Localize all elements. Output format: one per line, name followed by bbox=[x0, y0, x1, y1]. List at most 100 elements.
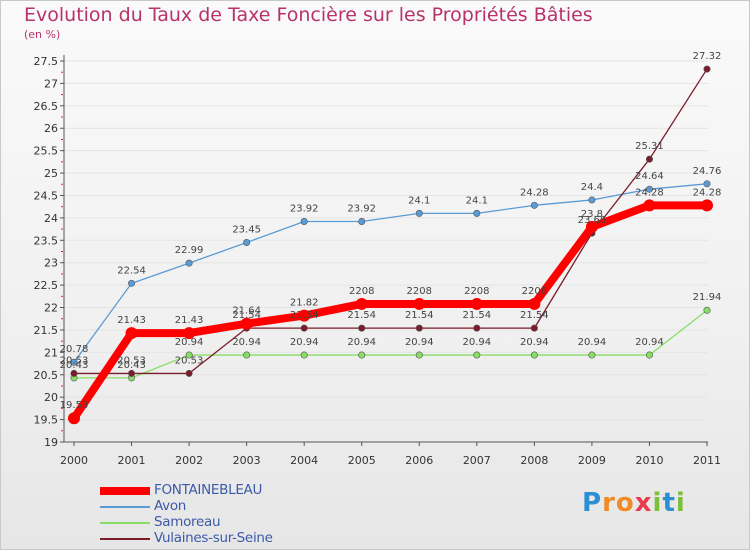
data-point-vulaines-sur-seine bbox=[530, 324, 538, 332]
data-label-samoreau: 20.94 bbox=[462, 337, 491, 348]
data-label-samoreau: 20.43 bbox=[117, 360, 146, 371]
data-point-samoreau bbox=[530, 351, 538, 359]
data-label-vulaines-sur-seine: 21.54 bbox=[520, 310, 549, 321]
y-tick-label: 19 bbox=[44, 436, 58, 449]
data-label-samoreau: 20.94 bbox=[290, 337, 319, 348]
data-label-samoreau: 20.94 bbox=[175, 337, 204, 348]
data-point-avon bbox=[473, 209, 481, 217]
x-tick-label: 2003 bbox=[233, 454, 261, 467]
data-point-avon bbox=[703, 180, 711, 188]
data-point-fontainebleau bbox=[298, 309, 311, 322]
data-label-samoreau: 20.94 bbox=[232, 337, 261, 348]
data-point-fontainebleau bbox=[240, 317, 253, 330]
data-point-fontainebleau bbox=[701, 199, 713, 212]
data-point-avon bbox=[358, 217, 366, 225]
series-line-avon bbox=[73, 183, 708, 363]
data-point-fontainebleau bbox=[643, 199, 656, 212]
data-point-fontainebleau bbox=[125, 327, 138, 340]
data-point-avon bbox=[128, 279, 136, 287]
data-label-vulaines-sur-seine: 21.54 bbox=[290, 310, 319, 321]
data-label-fontainebleau: 24.28 bbox=[635, 187, 664, 198]
data-label-vulaines-sur-seine: 27.32 bbox=[693, 51, 722, 62]
x-tick-label: 2007 bbox=[463, 454, 491, 467]
series-line-fontainebleau bbox=[70, 201, 711, 423]
data-label-fontainebleau: 19.53 bbox=[60, 400, 89, 411]
data-point-samoreau bbox=[645, 351, 653, 359]
data-label-samoreau: 20.94 bbox=[347, 337, 376, 348]
y-tick-label: 20.5 bbox=[34, 369, 59, 382]
y-tick-label: 21.5 bbox=[34, 324, 59, 337]
data-point-samoreau bbox=[703, 306, 711, 314]
data-point-fontainebleau bbox=[68, 412, 80, 425]
data-point-samoreau bbox=[415, 351, 423, 359]
data-point-vulaines-sur-seine bbox=[70, 369, 78, 377]
data-label-fontainebleau: 2208 bbox=[522, 286, 547, 297]
data-point-samoreau bbox=[185, 351, 193, 359]
data-label-avon: 24.1 bbox=[408, 195, 430, 206]
y-tick-label: 24 bbox=[44, 212, 58, 225]
data-label-vulaines-sur-seine: 21.54 bbox=[462, 310, 491, 321]
x-tick-label: 2009 bbox=[578, 454, 606, 467]
data-point-samoreau bbox=[358, 351, 366, 359]
data-point-avon bbox=[70, 358, 78, 366]
data-label-samoreau: 20.94 bbox=[635, 337, 664, 348]
data-label-avon: 20.78 bbox=[60, 344, 89, 355]
data-label-avon: 23.45 bbox=[232, 225, 261, 236]
series-fontainebleau bbox=[68, 199, 713, 425]
data-label-fontainebleau: 2208 bbox=[464, 286, 489, 297]
data-point-vulaines-sur-seine bbox=[703, 65, 711, 73]
y-tick-label: 27.5 bbox=[34, 55, 59, 68]
data-point-fontainebleau bbox=[183, 327, 196, 340]
data-label-samoreau: 21.94 bbox=[693, 292, 722, 303]
y-axis-unit: (en %) bbox=[24, 28, 61, 41]
data-point-fontainebleau bbox=[413, 297, 426, 310]
data-point-fontainebleau bbox=[585, 220, 598, 233]
data-point-fontainebleau bbox=[528, 297, 541, 310]
y-tick-label: 23.5 bbox=[34, 234, 59, 247]
data-label-avon: 24.1 bbox=[466, 195, 488, 206]
x-tick-label: 2008 bbox=[520, 454, 548, 467]
y-tick-label: 25.5 bbox=[34, 145, 59, 158]
y-tick-label: 27 bbox=[44, 77, 58, 90]
data-point-avon bbox=[530, 201, 538, 209]
data-label-vulaines-sur-seine: 21.54 bbox=[405, 310, 434, 321]
data-label-vulaines-sur-seine: 20.53 bbox=[60, 355, 89, 366]
legend-swatch-avon bbox=[100, 506, 150, 508]
y-tick-label: 22 bbox=[44, 302, 58, 315]
legend-swatch-vulaines bbox=[100, 538, 150, 540]
legend-label: Samoreau bbox=[154, 514, 221, 530]
data-point-vulaines-sur-seine bbox=[645, 155, 653, 163]
data-label-vulaines-sur-seine: 23.66 bbox=[578, 215, 607, 226]
data-label-fontainebleau: 24.28 bbox=[693, 187, 722, 198]
data-label-fontainebleau: 23.8 bbox=[581, 209, 603, 220]
data-label-avon: 24.64 bbox=[635, 171, 664, 182]
series-line-samoreau bbox=[73, 309, 708, 379]
legend-swatch-fontainebleau bbox=[100, 487, 150, 495]
data-point-vulaines-sur-seine bbox=[185, 369, 193, 377]
x-tick-label: 2002 bbox=[175, 454, 203, 467]
chart-title: Evolution du Taux de Taxe Foncière sur l… bbox=[24, 4, 593, 26]
data-label-samoreau: 20.94 bbox=[520, 337, 549, 348]
data-point-vulaines-sur-seine bbox=[415, 324, 423, 332]
y-tick-label: 19.5 bbox=[34, 414, 59, 427]
data-label-vulaines-sur-seine: 20.53 bbox=[175, 355, 204, 366]
data-label-samoreau: 20.94 bbox=[578, 337, 607, 348]
data-point-fontainebleau bbox=[355, 297, 368, 310]
data-point-vulaines-sur-seine bbox=[358, 324, 366, 332]
data-label-vulaines-sur-seine: 21.54 bbox=[232, 310, 261, 321]
series-samoreau bbox=[70, 306, 711, 382]
data-point-samoreau bbox=[473, 351, 481, 359]
y-tick-label: 22.5 bbox=[34, 279, 59, 292]
series-avon bbox=[70, 180, 711, 366]
data-point-vulaines-sur-seine bbox=[473, 324, 481, 332]
y-tick-label: 20 bbox=[44, 391, 58, 404]
y-tick-label: 24.5 bbox=[34, 189, 59, 202]
y-tick-label: 26.5 bbox=[34, 100, 59, 113]
data-label-samoreau: 20.94 bbox=[405, 337, 434, 348]
data-label-samoreau: 20.43 bbox=[60, 360, 89, 371]
data-label-fontainebleau: 21.43 bbox=[117, 315, 146, 326]
data-point-avon bbox=[645, 185, 653, 193]
y-tick-label: 21 bbox=[44, 346, 58, 359]
